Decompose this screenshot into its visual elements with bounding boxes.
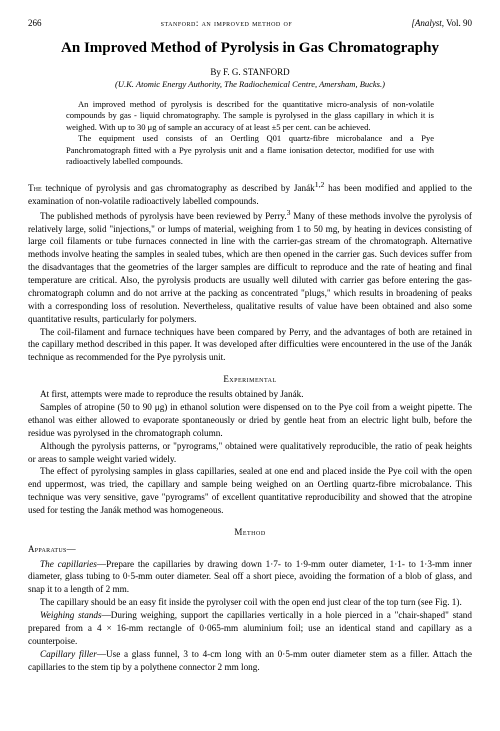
exp-p1: At first, attempts were made to reproduc… — [28, 388, 472, 401]
intro-p2-b: Many of these methods involve the pyroly… — [28, 211, 472, 324]
introduction: The technique of pyrolysis and gas chrom… — [28, 180, 472, 364]
weighing-item: Weighing stands—During weighing, support… — [28, 609, 472, 648]
journal-ref-italic: [Analyst, — [411, 18, 444, 28]
experimental-heading: Experimental — [28, 374, 472, 384]
method-heading: Method — [28, 527, 472, 537]
weighing-label: Weighing stands — [40, 610, 102, 620]
abstract: An improved method of pyrolysis is descr… — [66, 99, 434, 168]
author-name: F. G. STANFORD — [223, 67, 290, 77]
intro-p2-a: The published methods of pyrolysis have … — [40, 211, 287, 221]
apparatus-heading: Apparatus— — [28, 543, 472, 556]
capillaries-item: The capillaries—Prepare the capillaries … — [28, 558, 472, 597]
exp-p2: Samples of atropine (50 to 90 μg) in eth… — [28, 401, 472, 440]
capillaries-label: The capillaries — [40, 559, 97, 569]
exp-p3: Although the pyrolysis patterns, or "pyr… — [28, 440, 472, 466]
method-body: Apparatus— The capillaries—Prepare the c… — [28, 543, 472, 673]
journal-ref: [Analyst, Vol. 90 — [411, 18, 472, 28]
affiliation: (U.K. Atomic Energy Authority, The Radio… — [28, 79, 472, 89]
capillaries-item2: The capillary should be an easy fit insi… — [28, 596, 472, 609]
filler-label: Capillary filler — [40, 649, 97, 659]
byline: By F. G. STANFORD — [28, 67, 472, 77]
intro-p3: The coil-filament and furnace techniques… — [28, 326, 472, 365]
page-number: 266 — [28, 18, 42, 28]
filler-item: Capillary filler—Use a glass funnel, 3 t… — [28, 648, 472, 674]
experimental-body: At first, attempts were made to reproduc… — [28, 388, 472, 517]
journal-page: 266 stanford: an improved method of [Ana… — [0, 0, 500, 693]
intro-p1-ref: 1,2 — [315, 180, 325, 189]
intro-p1: The technique of pyrolysis and gas chrom… — [28, 180, 472, 208]
intro-p2: The published methods of pyrolysis have … — [28, 208, 472, 326]
journal-ref-vol: Vol. 90 — [444, 18, 472, 28]
exp-p4: The effect of pyrolysing samples in glas… — [28, 465, 472, 517]
abstract-p1: An improved method of pyrolysis is descr… — [66, 99, 434, 133]
abstract-p2: The equipment used consists of an Oertli… — [66, 133, 434, 167]
running-head: stanford: an improved method of — [161, 18, 293, 28]
article-title: An Improved Method of Pyrolysis in Gas C… — [28, 40, 472, 57]
page-header: 266 stanford: an improved method of [Ana… — [28, 18, 472, 28]
intro-p1-b: technique of pyrolysis and gas chromatog… — [42, 183, 315, 193]
byline-prefix: By — [210, 67, 223, 77]
intro-p1-lead: The — [28, 183, 42, 193]
